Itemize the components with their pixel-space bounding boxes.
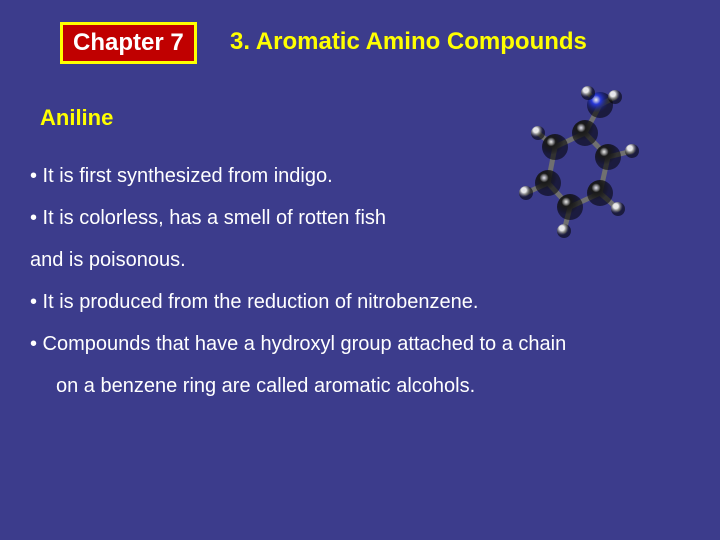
bullet-3: • It is produced from the reduction of n… [30, 281, 690, 323]
chapter-badge: Chapter 7 [60, 22, 197, 64]
section-title: 3. Aromatic Amino Compounds [230, 28, 587, 56]
bullet-1: • It is first synthesized from indigo. [30, 155, 690, 197]
bullet-4: • Compounds that have a hydroxyl group a… [30, 323, 690, 365]
bullet-4-cont: on a benzene ring are called aromatic al… [30, 365, 690, 407]
compound-subtitle: Aniline [40, 105, 113, 131]
bullet-2-cont: and is poisonous. [30, 239, 690, 281]
bullet-2: • It is colorless, has a smell of rotten… [30, 197, 690, 239]
slide-content: • It is first synthesized from indigo. •… [30, 155, 690, 407]
